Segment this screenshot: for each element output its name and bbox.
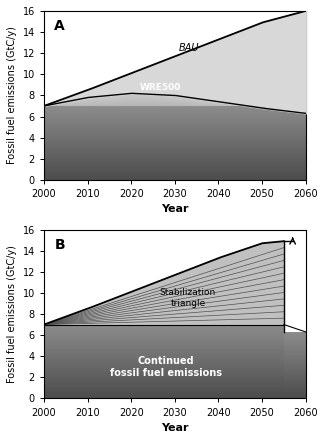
Text: A: A	[54, 19, 65, 33]
X-axis label: Year: Year	[161, 205, 188, 214]
Y-axis label: Fossil fuel emissions (GtC/y): Fossil fuel emissions (GtC/y)	[7, 26, 17, 165]
Text: WRE500: WRE500	[140, 83, 181, 92]
Text: Continued
fossil fuel emissions: Continued fossil fuel emissions	[110, 356, 222, 378]
Y-axis label: Fossil fuel emissions (GtC/y): Fossil fuel emissions (GtC/y)	[7, 245, 17, 383]
Text: B: B	[54, 238, 65, 252]
X-axis label: Year: Year	[161, 423, 188, 433]
Text: BAU: BAU	[179, 43, 200, 53]
Text: Stabilization
triangle: Stabilization triangle	[160, 289, 216, 308]
